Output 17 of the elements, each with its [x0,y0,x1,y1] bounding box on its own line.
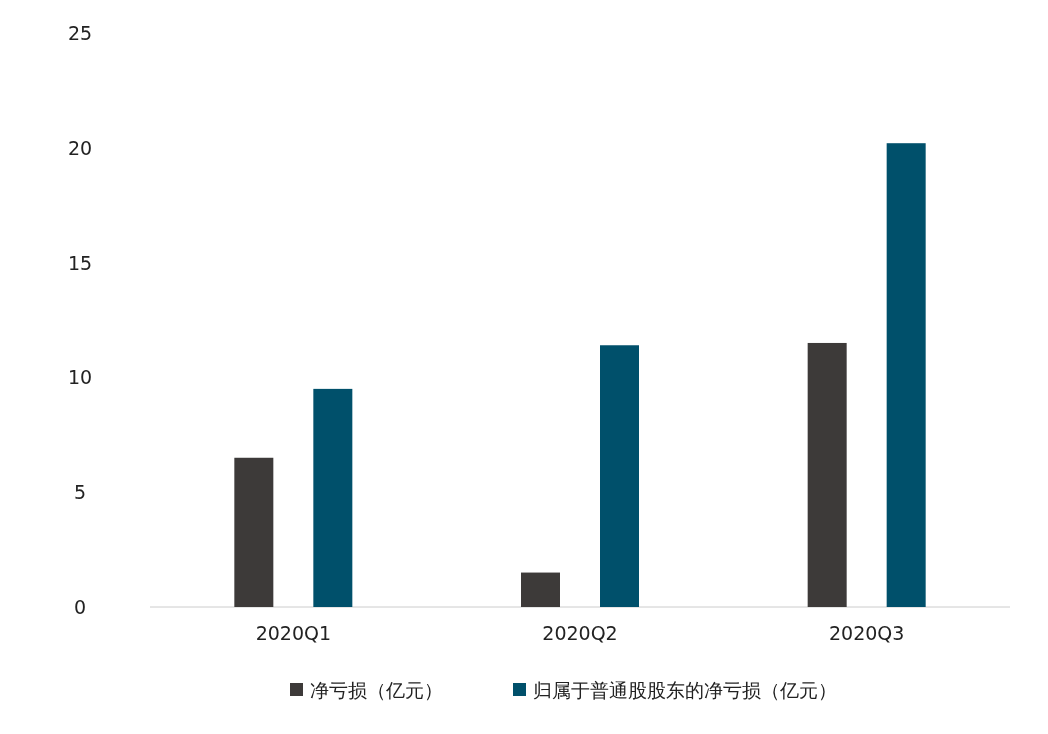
legend-label: 净亏损（亿元） [310,679,443,701]
y-tick-label: 25 [67,22,93,44]
bar [313,388,353,607]
bar [234,457,274,607]
x-tick-label: 2020Q2 [542,622,618,644]
y-tick-label: 5 [73,481,87,504]
bar [600,345,639,607]
y-tick-label: 0 [73,596,87,618]
bar [521,572,560,607]
legend-label: 归属于普通股股东的净亏损（亿元） [533,679,837,701]
bar [807,342,847,607]
y-tick-label: 15 [67,251,93,274]
y-tick-label: 20 [67,136,93,159]
x-tick-label: 2020Q3 [828,622,905,644]
y-tick-label: 10 [67,366,93,389]
bar [886,143,926,607]
x-tick-label: 2020Q1 [255,622,332,644]
